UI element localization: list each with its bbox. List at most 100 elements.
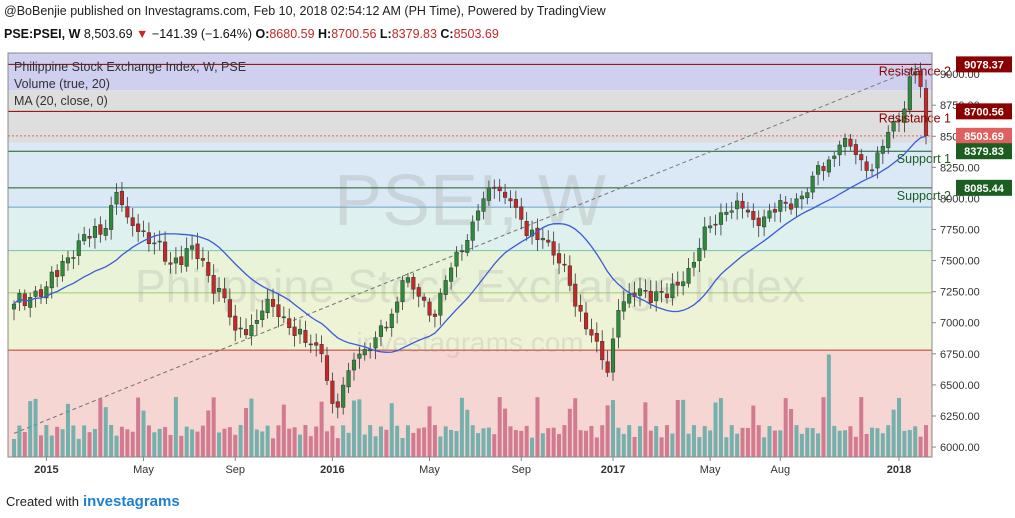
candle-body-57 [319, 344, 324, 355]
volume-bar-29 [168, 434, 173, 457]
volume-bar-2 [22, 432, 27, 457]
price-tag-bg-3 [956, 143, 1012, 160]
volume-bar-43 [244, 407, 249, 457]
volume-bar-89 [492, 434, 497, 457]
volume-bar-7 [49, 435, 54, 457]
volume-bar-117 [643, 402, 648, 457]
volume-bar-127 [697, 437, 702, 457]
volume-bar-19 [114, 435, 119, 457]
volume-bar-87 [481, 428, 486, 457]
candle-body-4 [33, 290, 38, 297]
candle-body-158 [864, 161, 869, 171]
candle-body-123 [675, 281, 680, 286]
volume-bar-146 [799, 433, 804, 457]
volume-bar-168 [918, 436, 923, 457]
candle-body-134 [735, 200, 740, 210]
volume-bar-12 [76, 438, 81, 457]
volume-bar-73 [405, 425, 410, 457]
volume-bar-32 [184, 426, 189, 457]
volume-bar-157 [859, 397, 864, 457]
volume-bar-15 [92, 428, 97, 457]
volume-bar-34 [195, 431, 200, 457]
volume-bar-105 [578, 430, 583, 457]
volume-bar-139 [762, 437, 767, 457]
candle-body-7 [49, 271, 54, 289]
volume-bar-120 [659, 437, 664, 457]
candle-body-114 [627, 293, 632, 304]
candle-body-48 [270, 299, 276, 307]
volume-bar-55 [308, 436, 313, 457]
y-tick-label-5: 7250.00 [940, 287, 980, 299]
volume-bar-85 [470, 425, 475, 457]
volume-bar-98 [540, 433, 545, 457]
candle-body-159 [869, 169, 875, 172]
candle-body-41 [233, 315, 238, 331]
open-label: O: [255, 27, 270, 41]
candle-body-30 [173, 257, 178, 264]
open-value: 8680.59 [269, 27, 315, 41]
volume-bar-94 [519, 430, 524, 457]
volume-bar-152 [832, 425, 837, 457]
volume-bar-14 [87, 432, 92, 457]
candle-body-37 [211, 275, 216, 294]
volume-bar-116 [637, 426, 642, 457]
volume-bar-38 [217, 432, 222, 457]
volume-bar-26 [152, 432, 157, 457]
candle-body-87 [481, 198, 486, 212]
volume-bar-118 [648, 430, 653, 457]
price-change: −141.39 (−1.64%) [151, 27, 252, 41]
x-tick-label-1: May [133, 464, 154, 476]
candle-body-89 [492, 186, 497, 189]
candle-body-90 [497, 186, 502, 192]
x-tick-label-7: May [700, 464, 721, 476]
volume-bar-115 [632, 436, 637, 457]
candle-body-24 [141, 230, 146, 233]
zone-band-4 [8, 250, 932, 293]
candle-body-144 [789, 203, 794, 210]
price-tag-2: 8503.69 [964, 131, 1004, 143]
candle-body-5 [38, 289, 44, 297]
volume-bar-28 [163, 427, 168, 457]
y-tick-label-3: 6750.00 [940, 349, 980, 361]
candle-body-28 [163, 241, 168, 262]
last-price: 8,503.69 [83, 27, 133, 41]
brand-logo[interactable]: investagrams [82, 493, 180, 510]
volume-bar-50 [281, 404, 286, 457]
volume-bar-53 [298, 434, 303, 457]
volume-bars [12, 354, 928, 457]
candle-body-6 [44, 286, 49, 299]
candle-body-72 [400, 280, 405, 302]
volume-bar-39 [222, 428, 227, 457]
volume-bar-135 [740, 427, 745, 457]
volume-bar-130 [713, 402, 718, 457]
volume-bar-155 [848, 426, 853, 457]
volume-bar-131 [718, 398, 723, 457]
volume-bar-160 [875, 428, 880, 457]
candle-body-147 [805, 192, 810, 199]
volume-bar-9 [60, 429, 65, 457]
candle-body-163 [891, 121, 896, 132]
candle-body-117 [643, 290, 648, 292]
volume-bar-114 [627, 425, 632, 457]
y-tick-label-0: 6000.00 [940, 442, 980, 454]
close-value: 8503.69 [453, 27, 499, 41]
candle-body-55 [308, 343, 313, 346]
candle-body-168 [918, 70, 923, 87]
candle-body-27 [157, 240, 162, 243]
volume-bar-144 [789, 408, 794, 457]
candle-body-68 [378, 325, 384, 337]
moving-average-line [13, 135, 927, 353]
volume-bar-92 [508, 426, 513, 457]
candle-body-102 [562, 263, 567, 266]
candle-body-116 [637, 288, 643, 296]
volume-bar-91 [503, 408, 508, 457]
volume-bar-51 [287, 428, 292, 457]
candle-body-3 [28, 297, 33, 308]
y-axis: 6000.00 6250.00 6500.00 6750.00 7000.00 7250.… [932, 69, 980, 454]
candle-body-60 [335, 401, 340, 408]
candle-body-61 [341, 384, 346, 408]
price-chart[interactable]: PSEI, W Philippine Stock Exchange Index … [0, 0, 1015, 490]
volume-bar-95 [524, 425, 529, 457]
volume-bar-141 [772, 430, 777, 457]
candle-body-126 [691, 261, 697, 268]
